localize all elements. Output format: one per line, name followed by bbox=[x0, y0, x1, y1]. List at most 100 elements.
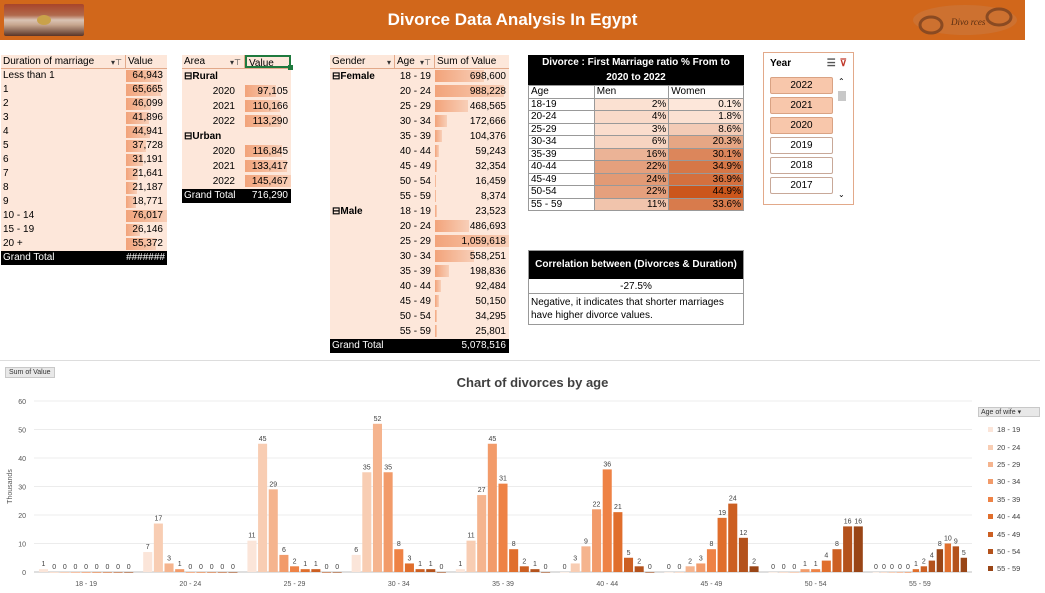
gender-cell[interactable]: ⊟Male bbox=[330, 204, 395, 219]
bar-data-label: 9 bbox=[584, 538, 588, 545]
ratio-age: 50-54 bbox=[528, 185, 595, 199]
chart-bar bbox=[717, 517, 727, 572]
filter-dropdown-icon[interactable]: ▾ bbox=[386, 58, 391, 67]
age-header[interactable]: Age ▾⊤ bbox=[395, 55, 435, 68]
slicer-item-2019[interactable]: 2019 bbox=[770, 137, 833, 154]
filter-dropdown-icon[interactable]: ▾⊤ bbox=[111, 58, 122, 67]
chart-bar bbox=[207, 572, 217, 573]
duration-value-text: 65,665 bbox=[132, 84, 163, 95]
filter-dropdown-icon[interactable]: ▾⊤ bbox=[420, 58, 431, 67]
chart-bar bbox=[300, 569, 310, 572]
collapse-icon[interactable]: ⊟ bbox=[332, 206, 341, 217]
scroll-thumb[interactable] bbox=[838, 91, 846, 101]
data-bar bbox=[126, 70, 162, 82]
sum-value: 59,243 bbox=[435, 144, 509, 159]
table-row: ⊟Male 18 - 19 23,523 bbox=[330, 204, 509, 219]
slicer-item-2022[interactable]: 2022 bbox=[770, 77, 833, 94]
data-bar bbox=[435, 100, 468, 112]
gender-cell bbox=[330, 249, 395, 264]
value-header-selected-cell[interactable]: Value bbox=[245, 55, 293, 70]
bar-data-label: 2 bbox=[637, 558, 641, 565]
year-label: 2022 bbox=[212, 176, 235, 187]
slicer-item-2018[interactable]: 2018 bbox=[770, 157, 833, 174]
bar-data-label: 8 bbox=[709, 541, 713, 548]
collapse-icon[interactable]: ⊟ bbox=[332, 71, 341, 82]
duration-label: 9 bbox=[3, 196, 9, 207]
group-row[interactable]: ⊟Urban bbox=[182, 129, 291, 144]
table-row: 2 46,099 bbox=[1, 97, 167, 111]
area-value-text: 145,467 bbox=[251, 176, 288, 187]
legend-item[interactable]: 30 - 34 bbox=[978, 473, 1040, 490]
legend-item[interactable]: 45 - 49 bbox=[978, 525, 1040, 542]
area-pivot-table: Area ▾⊤ Value ⊟Rural 2020 97,105 2021 110,166… bbox=[182, 55, 293, 203]
duration-label: Less than 1 bbox=[3, 70, 55, 81]
fill-handle[interactable] bbox=[288, 65, 293, 70]
chart-bar bbox=[196, 572, 206, 573]
legend-item[interactable]: 18 - 19 bbox=[978, 421, 1040, 438]
data-bar bbox=[435, 160, 438, 172]
legend-swatch bbox=[988, 461, 993, 467]
clear-filter-icon[interactable]: ⊽ bbox=[839, 57, 847, 69]
ratio-col-men: Men bbox=[593, 85, 670, 99]
scroll-down-icon[interactable]: ⌄ bbox=[838, 190, 845, 199]
duration-value-text: 64,943 bbox=[132, 70, 163, 81]
sum-value-text: 172,666 bbox=[469, 116, 506, 127]
duration-header[interactable]: Duration of marriage ▾⊤ bbox=[1, 55, 126, 68]
data-bar bbox=[245, 100, 280, 112]
legend-label: 45 - 49 bbox=[997, 529, 1021, 539]
chart-legend: Age of wife ▾ 18 - 19 20 - 24 25 - 29 30 - … bbox=[978, 407, 1040, 578]
chart-bar bbox=[811, 569, 821, 572]
gender-cell bbox=[330, 129, 395, 144]
sum-value-text: 486,693 bbox=[469, 221, 506, 232]
data-bar bbox=[126, 182, 138, 194]
ratio-row: 35-39 16% 30.1% bbox=[528, 147, 744, 161]
duration-value-text: 37,728 bbox=[132, 140, 163, 151]
bar-data-label: 4 bbox=[824, 553, 828, 560]
collapse-icon[interactable]: ⊟ bbox=[184, 131, 193, 142]
grand-total-label: Grand Total bbox=[3, 252, 55, 263]
bar-data-label: 1 bbox=[314, 561, 318, 568]
group-row[interactable]: ⊟Rural bbox=[182, 69, 291, 84]
legend-item[interactable]: 55 - 59 bbox=[978, 560, 1040, 577]
multi-select-icon[interactable]: ☰ bbox=[826, 57, 836, 69]
gender-cell[interactable]: ⊟Female bbox=[330, 69, 395, 84]
correlation-box: Correlation between (Divorces & Duration… bbox=[528, 250, 744, 325]
page-title: Divorce Data Analysis In Egypt bbox=[387, 10, 638, 29]
ratio-age: 25-29 bbox=[528, 122, 595, 136]
bar-data-label: 2 bbox=[922, 558, 926, 565]
collapse-icon[interactable]: ⊟ bbox=[184, 71, 193, 82]
slicer-item-2021[interactable]: 2021 bbox=[770, 97, 833, 114]
bar-data-label: 0 bbox=[906, 564, 910, 571]
ratio-row: 45-49 24% 36.9% bbox=[528, 172, 744, 186]
sum-value-text: 558,251 bbox=[469, 251, 506, 262]
scroll-up-icon[interactable]: ⌃ bbox=[838, 77, 845, 86]
gender-cell bbox=[330, 84, 395, 99]
legend-swatch bbox=[988, 427, 993, 433]
legend-item[interactable]: 20 - 24 bbox=[978, 438, 1040, 455]
legend-item[interactable]: 35 - 39 bbox=[978, 491, 1040, 508]
filter-dropdown-icon[interactable]: ▾⊤ bbox=[230, 58, 241, 67]
area-header[interactable]: Area ▾⊤ bbox=[182, 55, 245, 68]
sum-of-value-field-button[interactable]: Sum of Value bbox=[5, 367, 55, 378]
duration-label: 4 bbox=[3, 126, 9, 137]
slicer-item-2020[interactable]: 2020 bbox=[770, 117, 833, 134]
chart-bar bbox=[498, 483, 508, 572]
table-row: 20 - 24 486,693 bbox=[330, 219, 509, 234]
legend-label: 40 - 44 bbox=[997, 512, 1021, 522]
legend-item[interactable]: 40 - 44 bbox=[978, 508, 1040, 525]
data-bar bbox=[435, 145, 440, 157]
area-group-label[interactable]: ⊟Urban bbox=[182, 129, 245, 144]
legend-field-button[interactable]: Age of wife ▾ bbox=[978, 407, 1040, 417]
gender-header[interactable]: Gender ▾ bbox=[330, 55, 395, 68]
chart-bar bbox=[81, 572, 91, 573]
legend-swatch bbox=[988, 496, 993, 502]
table-row: 2021 133,417 bbox=[182, 159, 291, 174]
area-group-label[interactable]: ⊟Rural bbox=[182, 69, 245, 84]
sum-value: 16,459 bbox=[435, 174, 509, 189]
legend-item[interactable]: 25 - 29 bbox=[978, 456, 1040, 473]
slicer-item-2017[interactable]: 2017 bbox=[770, 177, 833, 194]
bar-data-label: 1 bbox=[42, 561, 46, 568]
bar-data-label: 52 bbox=[374, 416, 382, 423]
slicer-scrollbar[interactable]: ⌃ ⌄ bbox=[837, 77, 847, 199]
legend-item[interactable]: 50 - 54 bbox=[978, 543, 1040, 560]
